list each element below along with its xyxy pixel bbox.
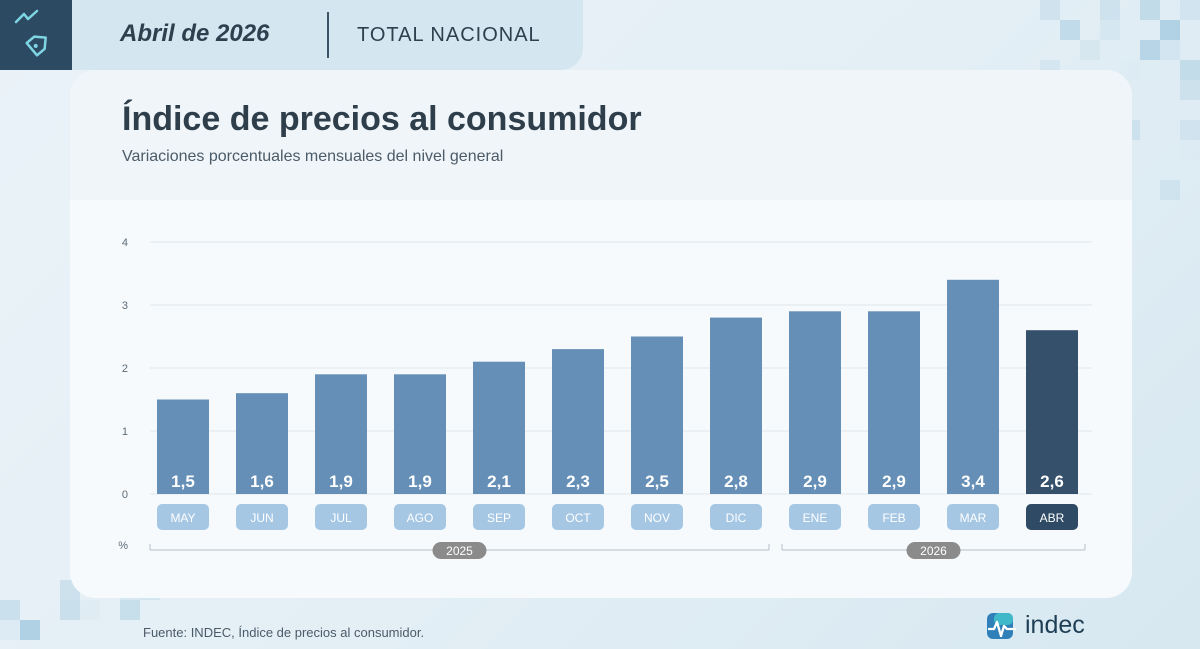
mosaic-tile <box>1100 0 1120 20</box>
bar-value-label: 1,9 <box>329 472 353 491</box>
category-label: AGO <box>407 511 434 525</box>
mosaic-tile <box>60 600 80 620</box>
category-pill <box>552 504 604 530</box>
bar <box>157 399 209 494</box>
bar-value-label: 1,5 <box>171 472 195 491</box>
mosaic-tile <box>1180 0 1200 20</box>
category-pill <box>473 504 525 530</box>
category-pill <box>631 504 683 530</box>
scope-label: TOTAL NACIONAL <box>357 24 541 46</box>
mosaic-tile <box>1140 0 1160 20</box>
bar <box>1026 330 1078 494</box>
bar-value-label: 2,8 <box>724 472 748 491</box>
category-label: NOV <box>644 511 670 525</box>
mosaic-tile <box>1080 40 1100 60</box>
bar <box>473 361 525 494</box>
category-pill <box>789 504 841 530</box>
category-pill <box>315 504 367 530</box>
category-pill <box>236 504 288 530</box>
y-tick-label: 4 <box>122 237 128 249</box>
bar <box>552 349 604 494</box>
mosaic-tile <box>1100 20 1120 40</box>
bar-value-label: 2,9 <box>803 472 827 491</box>
mosaic-tile <box>1160 20 1180 40</box>
year-label: 2026 <box>920 544 947 558</box>
mosaic-tile <box>1060 20 1080 40</box>
category-label: JUN <box>250 511 273 525</box>
y-tick-label: 2 <box>122 363 128 375</box>
bar <box>947 279 999 494</box>
category-label: OCT <box>565 511 591 525</box>
mosaic-tile <box>20 620 40 640</box>
mosaic-tile <box>1180 140 1200 160</box>
mosaic-tile <box>1140 60 1160 80</box>
bar-value-label: 2,6 <box>1040 472 1064 491</box>
bar-value-label: 2,5 <box>645 472 669 491</box>
bar <box>868 311 920 494</box>
y-tick-label: 0 <box>122 489 128 501</box>
category-pill <box>157 504 209 530</box>
period-label: Abril de 2026 <box>120 20 270 47</box>
bar <box>315 374 367 494</box>
category-label: ENE <box>803 511 828 525</box>
category-label: MAR <box>960 511 987 525</box>
header-bar: Abril de 2026 TOTAL NACIONAL <box>0 0 583 70</box>
price-tag-icon <box>0 0 72 70</box>
logo-text: indec <box>1025 611 1085 639</box>
category-pill <box>710 504 762 530</box>
bar-value-label: 1,6 <box>250 472 274 491</box>
category-label: DIC <box>726 511 747 525</box>
mosaic-tile <box>1040 0 1060 20</box>
mosaic-tile <box>1160 40 1180 60</box>
bar <box>631 336 683 494</box>
chart-subtitle: Variaciones porcentuales mensuales del n… <box>122 148 504 165</box>
mosaic-tile <box>1160 180 1180 200</box>
mosaic-tile <box>120 600 140 620</box>
y-axis-unit: % <box>118 540 128 552</box>
indec-logo: indec <box>985 610 1125 644</box>
mosaic-tile <box>1140 40 1160 60</box>
bar <box>394 374 446 494</box>
y-tick-label: 3 <box>122 300 128 312</box>
bar-value-label: 3,4 <box>961 472 985 491</box>
bar-value-label: 2,1 <box>487 472 511 491</box>
category-pill <box>868 504 920 530</box>
bar <box>710 317 762 494</box>
category-label: MAY <box>170 511 195 525</box>
category-label: FEB <box>882 511 905 525</box>
category-pill <box>947 504 999 530</box>
year-badge <box>906 542 961 559</box>
category-label: ABR <box>1040 511 1065 525</box>
category-pill <box>394 504 446 530</box>
header-divider <box>327 12 329 58</box>
category-pill <box>1026 504 1078 530</box>
bar <box>236 393 288 494</box>
source-note: Fuente: INDEC, Índice de precios al cons… <box>143 625 425 640</box>
bar-value-label: 2,3 <box>566 472 590 491</box>
mosaic-tile <box>0 600 20 620</box>
chart-card-header: Índice de precios al consumidor Variacio… <box>70 70 1132 200</box>
y-tick-label: 1 <box>122 426 128 438</box>
bar-value-label: 1,9 <box>408 472 432 491</box>
bar <box>789 311 841 494</box>
chart-title: Índice de precios al consumidor <box>122 100 642 138</box>
bar-value-label: 2,9 <box>882 472 906 491</box>
mosaic-tile <box>1180 120 1200 140</box>
category-label: SEP <box>487 511 511 525</box>
year-badge <box>432 542 487 559</box>
mosaic-tile <box>1180 60 1200 80</box>
indec-logo-icon <box>987 613 1016 639</box>
mosaic-tile <box>1180 80 1200 100</box>
year-label: 2025 <box>446 544 473 558</box>
mosaic-tile <box>0 620 20 640</box>
category-label: JUL <box>330 511 352 525</box>
mosaic-tile <box>80 600 100 620</box>
